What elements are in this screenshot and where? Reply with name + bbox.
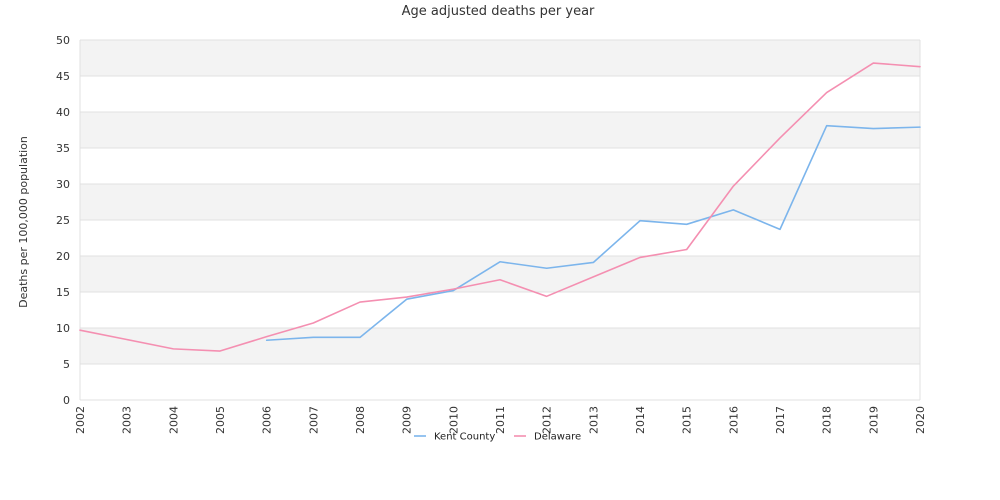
band-20-25: [80, 220, 920, 256]
legend-item-kent-county[interactable]: Kent County: [414, 432, 495, 443]
y-tick-label: 40: [56, 106, 70, 119]
legend-label: Kent County: [434, 432, 495, 443]
x-tick-label: 2020: [914, 406, 927, 434]
chart-title: Age adjusted deaths per year: [402, 4, 595, 19]
y-tick-label: 5: [63, 358, 70, 371]
y-tick-label: 10: [56, 322, 70, 335]
x-tick-label: 2004: [167, 406, 180, 434]
x-tick-label: 2011: [494, 406, 507, 434]
x-tick-label: 2018: [821, 406, 834, 434]
x-tick-label: 2009: [401, 406, 414, 434]
x-tick-label: 2006: [261, 406, 274, 434]
x-tick-label: 2013: [587, 406, 600, 434]
band-45-50: [80, 40, 920, 76]
band-25-30: [80, 184, 920, 220]
series-line-kent-county: [265, 124, 921, 342]
band-5-10: [80, 328, 920, 364]
y-tick-label: 20: [56, 250, 70, 263]
series-line-delaware: [79, 62, 921, 352]
x-tick-label: 2005: [214, 406, 227, 434]
y-tick-label: 0: [63, 394, 70, 407]
y-axis-label: Deaths per 100,000 population: [17, 136, 30, 308]
y-tick-label: 35: [56, 142, 70, 155]
y-tick-label: 45: [56, 70, 70, 83]
x-tick-label: 2008: [354, 406, 367, 434]
x-tick-label: 2010: [447, 406, 460, 434]
x-tick-label: 2017: [774, 406, 787, 434]
legend[interactable]: Kent County Delaware: [414, 432, 581, 443]
x-tick-label: 2019: [867, 406, 880, 434]
x-tick-label: 2002: [74, 406, 87, 434]
band-10-15: [80, 292, 920, 328]
x-tick-label: 2015: [681, 406, 694, 434]
y-tick-label: 50: [56, 34, 70, 47]
y-tick-label: 25: [56, 214, 70, 227]
y-axis-ticks: 0 5 10 15 20 25 30 35 40 45 50: [56, 34, 70, 407]
band-30-35: [80, 148, 920, 184]
x-tick-label: 2012: [541, 406, 554, 434]
y-tick-label: 15: [56, 286, 70, 299]
x-axis-ticks: 2002 2003 2004 2005 2006 2007 2008 2009 2010 2011…: [74, 406, 927, 434]
series-lines: [79, 62, 921, 352]
band-40-45: [80, 76, 920, 112]
gridlines: [79, 39, 921, 401]
x-tick-label: 2007: [307, 406, 320, 434]
y-tick-label: 30: [56, 178, 70, 191]
band-35-40: [80, 112, 920, 148]
x-tick-label: 2014: [634, 406, 647, 434]
x-tick-label: 2016: [727, 406, 740, 434]
legend-label: Delaware: [534, 432, 581, 443]
plot-background-bands: [80, 40, 920, 400]
legend-item-delaware[interactable]: Delaware: [514, 432, 581, 443]
x-tick-label: 2003: [121, 406, 134, 434]
band-0-5: [80, 364, 920, 400]
